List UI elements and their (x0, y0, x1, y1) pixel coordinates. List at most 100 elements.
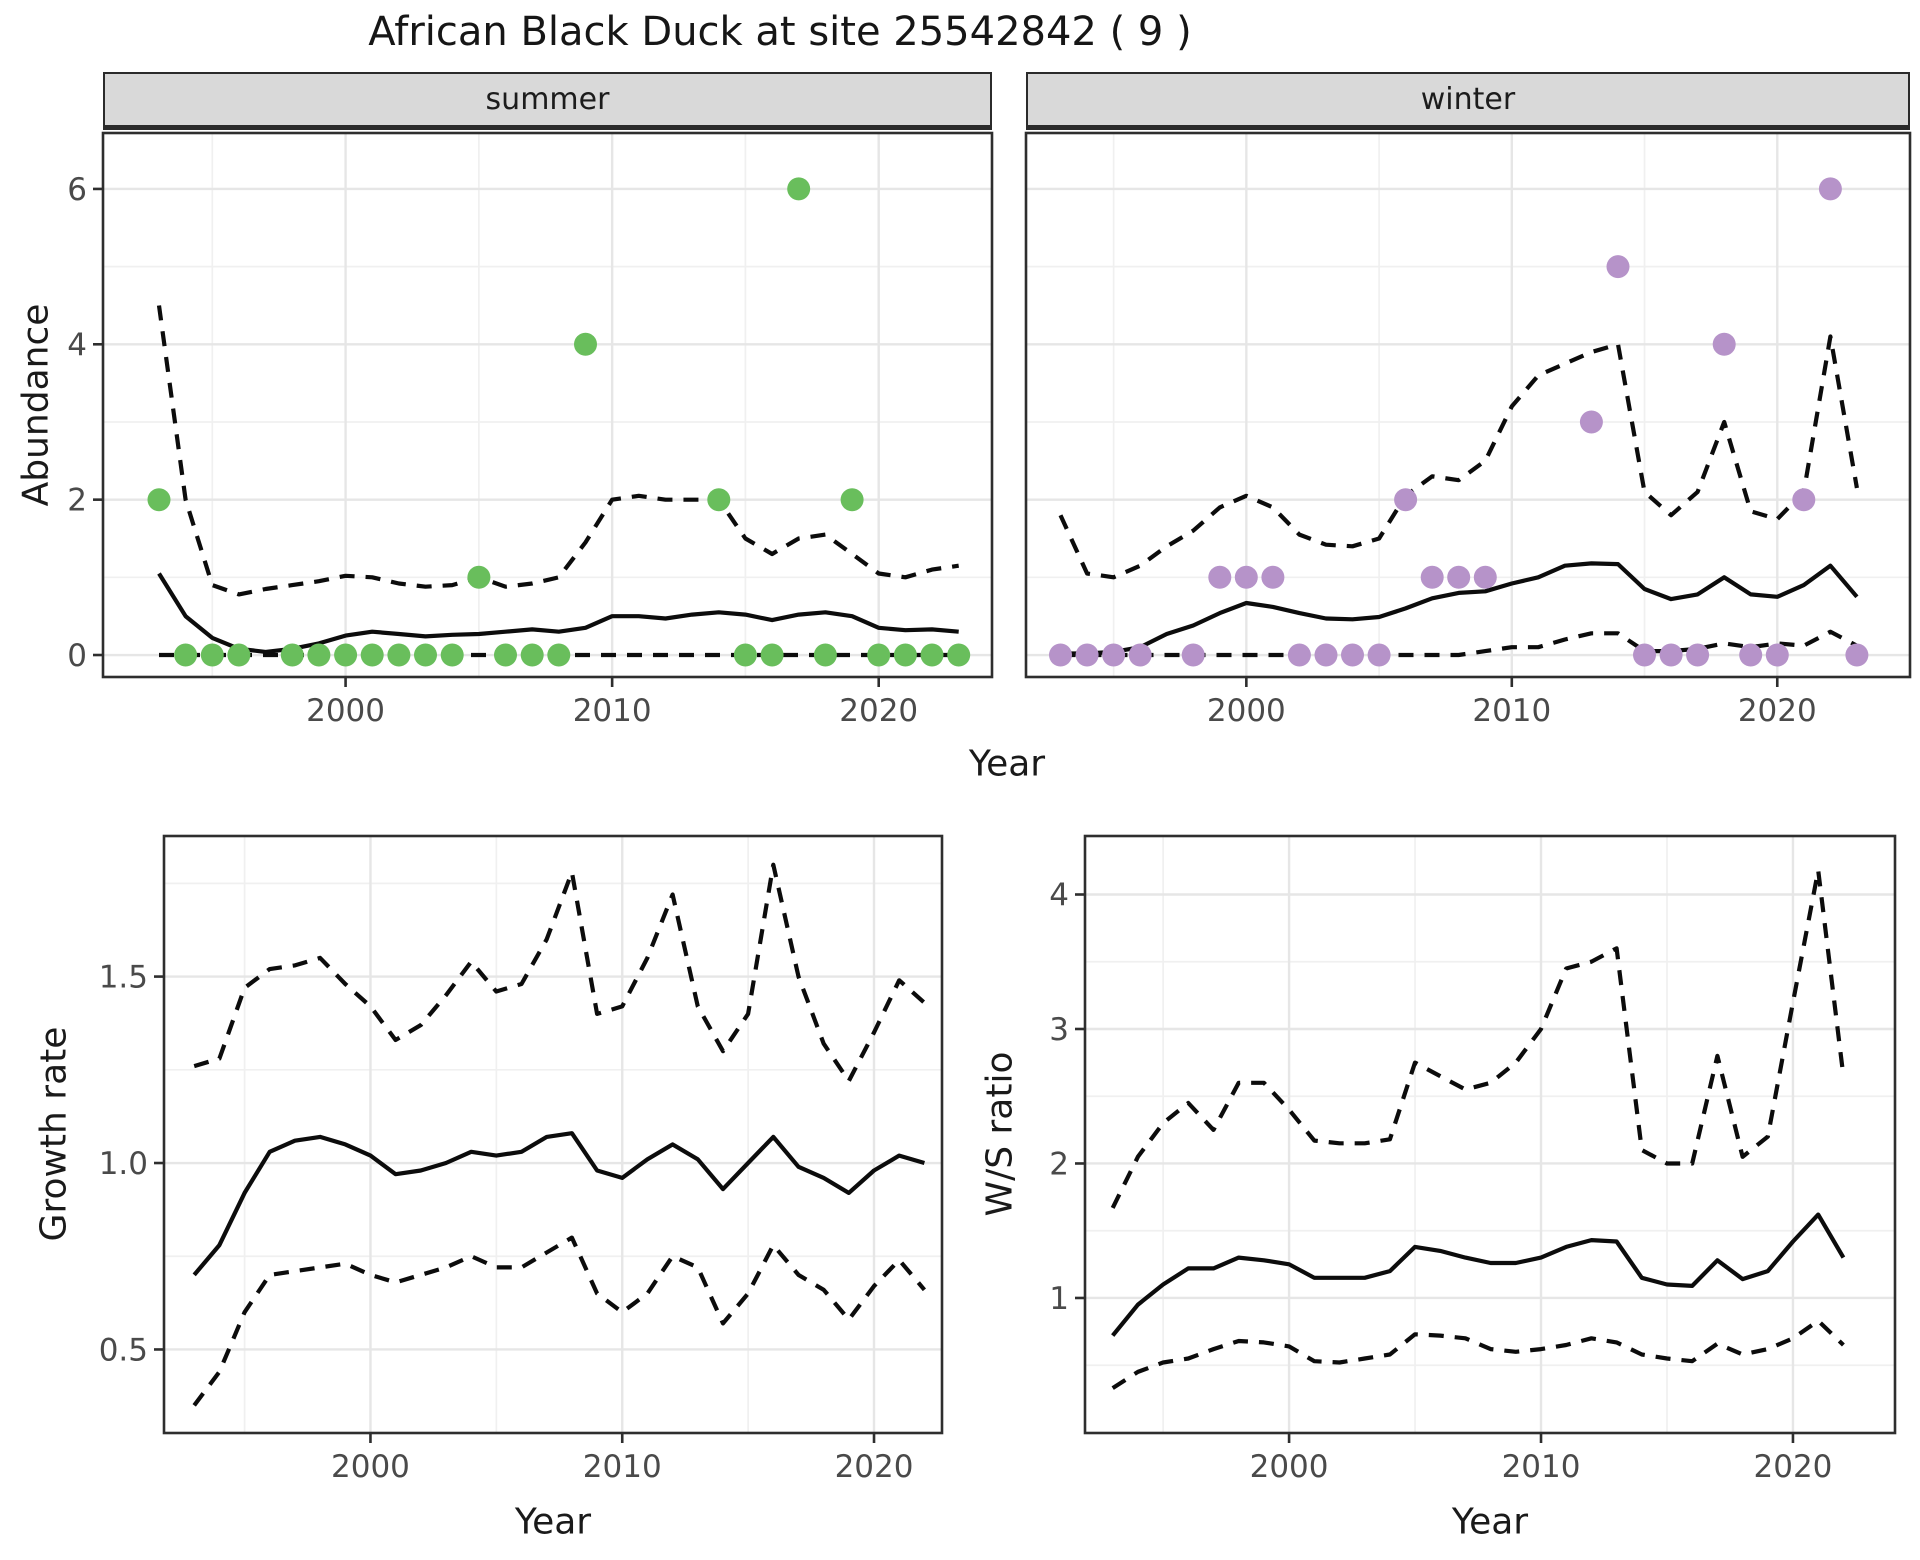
x-axis-title-year-top: Year (968, 743, 1046, 785)
observed-point (733, 643, 757, 667)
observed-point (280, 643, 304, 667)
x-tick-label: 2010 (573, 693, 652, 729)
lower-ci-line (192, 1235, 927, 1407)
observed-point (440, 643, 464, 667)
observed-point (520, 643, 544, 667)
x-tick-label: 2000 (306, 693, 385, 729)
y-tick-label: 2 (1049, 1146, 1069, 1182)
y-tick-label: 4 (1049, 878, 1069, 914)
x-axis-title-year-growth: Year (514, 1501, 592, 1543)
observed-point (387, 643, 411, 667)
x-axis-title-year-ws: Year (1451, 1501, 1529, 1543)
panel-ws-ratio (1085, 836, 1895, 1433)
observed-point (1102, 643, 1126, 667)
observed-point (334, 643, 358, 667)
facet-strip-summer: summer (103, 72, 992, 130)
observed-point (1473, 565, 1497, 589)
observed-point (1686, 643, 1710, 667)
observed-point (1659, 643, 1683, 667)
median-line (1111, 1212, 1846, 1337)
x-tick-label: 2020 (839, 693, 918, 729)
y-tick-label: 1.5 (99, 960, 148, 996)
x-tick-label: 2010 (1472, 693, 1551, 729)
observed-point (787, 177, 811, 201)
observed-point (1314, 643, 1338, 667)
observed-point (1845, 643, 1869, 667)
median-line (1060, 561, 1859, 656)
observed-point (867, 643, 891, 667)
x-tick-label: 2000 (1250, 1449, 1329, 1485)
observed-point (920, 643, 944, 667)
observed-point (1394, 488, 1418, 512)
observed-point (1579, 410, 1603, 434)
observed-point (360, 643, 384, 667)
y-tick-label: 1.0 (99, 1146, 148, 1182)
observed-point (1633, 643, 1656, 667)
observed-point (1128, 643, 1152, 667)
observed-point (414, 643, 437, 667)
panel-border (162, 834, 944, 1435)
observed-point (574, 332, 597, 356)
y-tick-label: 2 (67, 483, 87, 519)
observed-point (840, 488, 864, 512)
observed-point (174, 643, 198, 667)
observed-point (707, 488, 731, 512)
panel-border (101, 131, 994, 679)
facet-strip-winter-label: winter (1420, 82, 1516, 117)
observed-point (1208, 565, 1232, 589)
x-tick-label: 2000 (1207, 693, 1286, 729)
y-tick-label: 6 (67, 172, 87, 208)
y-axis-title-ws-ratio: W/S ratio (979, 1051, 1021, 1217)
observed-point (893, 643, 917, 667)
facet-strip-winter: winter (1026, 72, 1910, 130)
panel-abundance-summer (103, 133, 992, 677)
upper-ci-line (1110, 868, 1846, 1209)
observed-point (1234, 565, 1258, 589)
x-tick-label: 2020 (1738, 693, 1817, 729)
x-tick-label: 2020 (835, 1449, 914, 1485)
upper-ci-line (1058, 334, 1859, 580)
panel-abundance-winter (1026, 133, 1910, 677)
y-axis-title-growth-rate: Growth rate (33, 1026, 75, 1242)
observed-point (1049, 643, 1072, 667)
observed-point (227, 643, 251, 667)
chart-title: African Black Duck at site 25542842 ( 9 … (368, 9, 1192, 55)
observed-point (467, 565, 491, 589)
observed-point (1818, 177, 1842, 201)
observed-point (1606, 255, 1630, 279)
observed-point (1287, 643, 1311, 667)
lower-ci-line (1111, 1318, 1845, 1390)
observed-point (1075, 643, 1099, 667)
observed-point (947, 643, 971, 667)
y-tick-label: 4 (67, 327, 87, 363)
upper-ci-line (193, 862, 926, 1084)
observed-point (200, 643, 224, 667)
observed-point (1420, 565, 1444, 589)
x-tick-label: 2010 (1502, 1449, 1581, 1485)
panel-border (1024, 131, 1912, 679)
x-tick-label: 2020 (1754, 1449, 1833, 1485)
observed-point (1261, 565, 1285, 589)
median-line (192, 1131, 925, 1277)
observed-point (813, 643, 837, 667)
y-tick-label: 3 (1049, 1012, 1069, 1048)
facet-strip-summer-label: summer (485, 82, 610, 117)
y-tick-label: 0 (67, 638, 87, 674)
y-tick-label: 1 (1049, 1281, 1069, 1317)
x-tick-label: 2010 (583, 1449, 662, 1485)
observed-point (307, 643, 331, 667)
y-axis-title-abundance: Abundance (15, 303, 57, 507)
observed-point (1765, 643, 1789, 667)
observed-point (547, 643, 571, 667)
observed-point (760, 643, 784, 667)
observed-point (1739, 643, 1763, 667)
x-tick-label: 2000 (331, 1449, 410, 1485)
y-tick-label: 0.5 (99, 1332, 148, 1368)
observed-point (1712, 332, 1736, 356)
observed-point (1367, 643, 1391, 667)
observed-point (494, 643, 517, 667)
observed-point (1181, 643, 1205, 667)
observed-point (1447, 565, 1471, 589)
